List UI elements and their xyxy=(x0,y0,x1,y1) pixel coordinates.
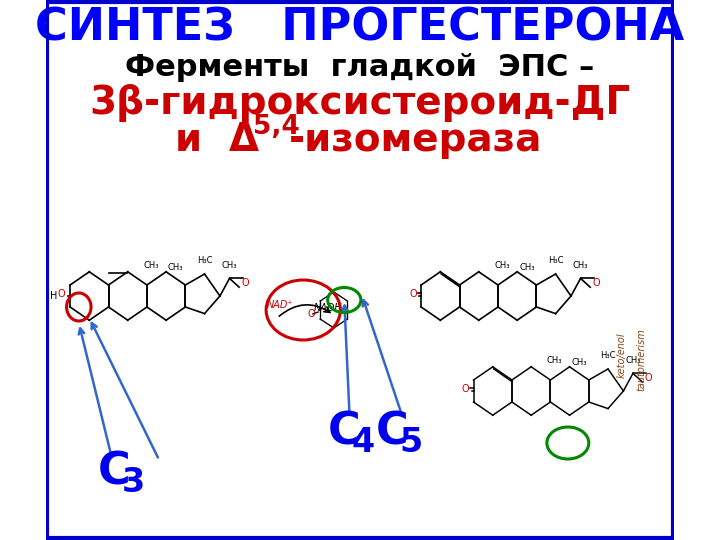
Text: 3β-гидроксистероид-ДГ: 3β-гидроксистероид-ДГ xyxy=(89,84,631,122)
Text: O: O xyxy=(307,309,315,319)
Text: 4: 4 xyxy=(351,426,374,458)
Text: O: O xyxy=(644,373,652,383)
Text: keto/enol: keto/enol xyxy=(617,332,627,378)
Text: CH₃: CH₃ xyxy=(546,356,562,364)
Text: O: O xyxy=(409,289,417,299)
Text: 5,4: 5,4 xyxy=(253,114,300,140)
Text: CH₃: CH₃ xyxy=(494,261,510,269)
Text: -изомераза: -изомераза xyxy=(289,121,541,159)
Text: CH₃: CH₃ xyxy=(573,261,588,269)
Text: O: O xyxy=(57,289,65,299)
Text: 5: 5 xyxy=(400,426,423,458)
Text: CH₃: CH₃ xyxy=(572,358,587,367)
Text: Ферменты  гладкой  ЭПС –: Ферменты гладкой ЭПС – xyxy=(125,53,595,83)
Text: C: C xyxy=(98,450,131,494)
Text: O: O xyxy=(592,278,600,288)
Text: O: O xyxy=(241,278,248,288)
Text: CH₃: CH₃ xyxy=(143,261,158,269)
Text: СИНТЕЗ   ПРОГЕСТЕРОНА: СИНТЕЗ ПРОГЕСТЕРОНА xyxy=(35,6,685,50)
Text: H₃C: H₃C xyxy=(600,352,616,360)
Text: O: O xyxy=(462,384,469,394)
Text: NAD⁺: NAD⁺ xyxy=(266,300,293,310)
Text: CH₃: CH₃ xyxy=(625,356,641,364)
Text: 3: 3 xyxy=(122,465,145,498)
Text: H₃C: H₃C xyxy=(197,256,212,265)
Text: H₃C: H₃C xyxy=(548,256,563,265)
Text: CH₃: CH₃ xyxy=(519,263,534,272)
Text: H: H xyxy=(50,291,58,301)
Text: CH₃: CH₃ xyxy=(222,261,238,269)
Text: C: C xyxy=(328,410,361,454)
Text: Δ: Δ xyxy=(229,121,259,159)
Text: C: C xyxy=(376,410,408,454)
Text: NADH: NADH xyxy=(313,303,342,313)
Text: CH₃: CH₃ xyxy=(168,263,184,272)
Text: и: и xyxy=(175,121,229,159)
Text: tautomerism: tautomerism xyxy=(636,329,646,392)
